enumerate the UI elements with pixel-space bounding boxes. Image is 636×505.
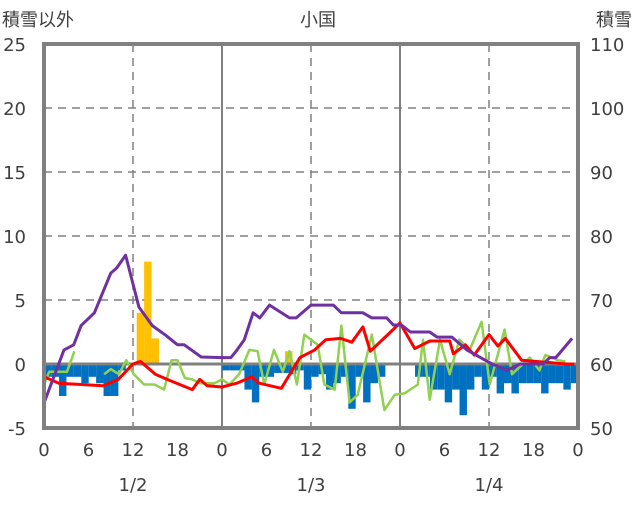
x-tick-label: 0 <box>216 440 227 461</box>
blue-bar <box>459 364 467 416</box>
orange-bar <box>151 338 159 364</box>
blue-bar <box>348 364 356 409</box>
blue-bar <box>96 364 104 384</box>
right-axis-title: 積雪 <box>596 10 632 31</box>
left-tick-label: -5 <box>8 419 26 440</box>
right-tick-label: 80 <box>590 227 613 248</box>
blue-bar <box>452 364 460 390</box>
day-label: 1/3 <box>297 475 326 496</box>
x-tick-label: 6 <box>83 440 94 461</box>
chart-title: 小国 <box>300 10 336 31</box>
day-label: 1/4 <box>475 475 504 496</box>
blue-bar <box>251 364 260 403</box>
x-tick-label: 18 <box>522 440 545 461</box>
blue-bar <box>229 364 238 371</box>
x-tick-label: 0 <box>394 440 405 461</box>
blue-bar <box>81 364 89 384</box>
blue-bar <box>103 364 111 396</box>
blue-bar <box>59 364 67 396</box>
blue-bar <box>303 364 312 390</box>
right-tick-label: 100 <box>590 99 624 120</box>
left-tick-label: 10 <box>3 227 26 248</box>
blue-bar <box>496 364 505 394</box>
x-tick-label: 12 <box>300 440 323 461</box>
left-tick-label: 5 <box>15 291 26 312</box>
blue-bar <box>340 364 349 377</box>
blue-bar <box>466 364 475 390</box>
blue-bar <box>555 364 564 384</box>
blue-bar <box>355 364 364 377</box>
purple-snow-depth-line <box>42 253 574 404</box>
blue-bar <box>548 364 556 384</box>
blue-bar <box>437 364 445 390</box>
x-tick-label: 12 <box>478 440 501 461</box>
right-tick-label: 50 <box>590 419 613 440</box>
x-tick-label: 0 <box>572 440 583 461</box>
blue-bar <box>518 364 527 384</box>
right-tick-label: 60 <box>590 355 613 376</box>
blue-bar <box>274 364 282 373</box>
blue-bar <box>481 364 490 390</box>
blue-bar <box>570 364 579 384</box>
blue-bar <box>222 364 230 371</box>
blue-bar <box>259 364 267 377</box>
blue-bar <box>377 364 386 377</box>
right-tick-label: 90 <box>590 163 613 184</box>
green-line <box>42 320 566 412</box>
left-axis-title: 積雪以外 <box>2 10 74 31</box>
right-tick-label: 70 <box>590 291 613 312</box>
right-tick-label: 110 <box>590 35 624 56</box>
left-tick-label: 0 <box>15 355 26 376</box>
left-tick-label: 20 <box>3 99 26 120</box>
blue-bar <box>541 364 549 394</box>
left-tick-label: 15 <box>3 163 26 184</box>
blue-bar <box>526 364 534 384</box>
blue-bar <box>326 364 334 390</box>
x-tick-label: 6 <box>261 440 272 461</box>
blue-bar <box>311 364 319 377</box>
orange-bar <box>285 351 293 364</box>
blue-bar <box>44 364 52 377</box>
blue-bar <box>370 364 378 384</box>
x-tick-label: 18 <box>344 440 367 461</box>
orange-bar <box>144 261 152 364</box>
blue-bar <box>266 364 275 377</box>
x-tick-label: 0 <box>38 440 49 461</box>
plot-frame <box>42 42 580 430</box>
blue-bar <box>533 364 542 384</box>
blue-bar <box>73 364 82 377</box>
blue-bar <box>563 364 571 390</box>
blue-bar <box>66 364 74 377</box>
blue-bar <box>281 364 289 373</box>
blue-bar <box>363 364 371 403</box>
x-tick-label: 18 <box>166 440 189 461</box>
blue-bar <box>88 364 97 377</box>
x-tick-label: 12 <box>122 440 145 461</box>
x-tick-label: 6 <box>439 440 450 461</box>
blue-bar <box>511 364 519 394</box>
orange-bar <box>136 312 145 364</box>
blue-bar <box>504 364 512 384</box>
blue-bar <box>474 364 482 377</box>
day-label: 1/2 <box>119 475 148 496</box>
left-tick-label: 25 <box>3 35 26 56</box>
blue-bar <box>444 364 453 403</box>
